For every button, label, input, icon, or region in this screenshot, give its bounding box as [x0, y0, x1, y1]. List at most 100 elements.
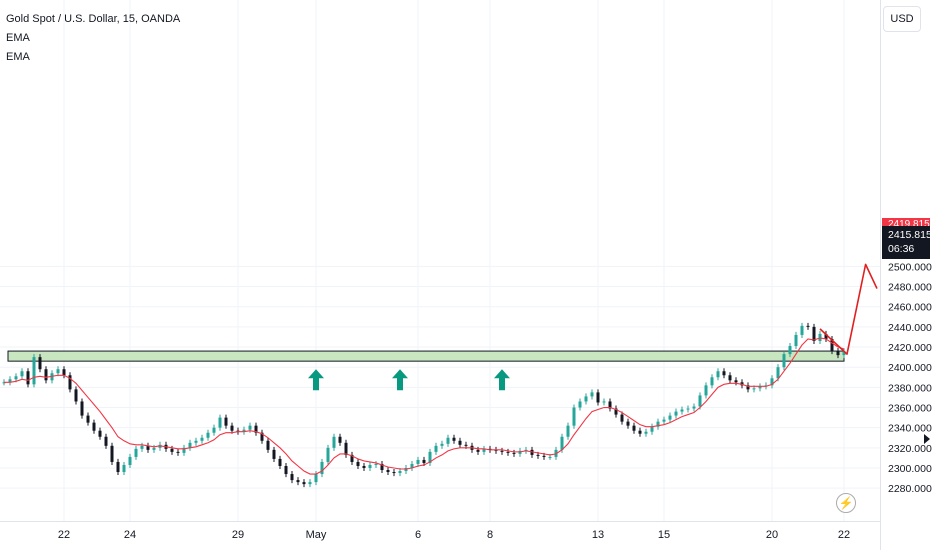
- bar-body: [272, 449, 276, 459]
- bar-body: [572, 407, 576, 426]
- bar-body: [422, 459, 426, 463]
- bar-body: [122, 464, 126, 473]
- bar-body: [182, 447, 186, 453]
- bar-body: [68, 375, 72, 390]
- x-tick-label: 20: [766, 529, 778, 541]
- price-bar: [320, 458, 324, 478]
- price-bar: [680, 406, 684, 415]
- bar-body: [14, 376, 18, 380]
- bar-body: [548, 456, 552, 458]
- bar-body: [500, 450, 504, 452]
- price-bar: [32, 354, 36, 388]
- price-bar: [788, 343, 792, 358]
- price-bar: [98, 427, 102, 440]
- bar-body: [722, 371, 726, 376]
- price-bar: [242, 426, 246, 435]
- price-bar: [284, 462, 288, 478]
- price-bar: [620, 411, 624, 425]
- bar-body: [584, 396, 588, 402]
- bar-body: [308, 482, 312, 485]
- price-bar: [140, 442, 144, 452]
- bar-body: [458, 440, 462, 445]
- bar-body: [392, 472, 396, 474]
- bar-body: [710, 377, 714, 386]
- bar-body: [476, 449, 480, 452]
- ema-indicator-label[interactable]: EMA: [6, 51, 30, 63]
- up-arrow-icon: [308, 369, 324, 391]
- x-tick-label: May: [306, 529, 327, 541]
- y-tick-label: 2420.000: [888, 342, 932, 354]
- price-bar: [350, 451, 354, 465]
- price-bar: [566, 422, 570, 440]
- bar-body: [38, 357, 42, 370]
- bar-body: [464, 444, 468, 446]
- price-bar: [482, 445, 486, 455]
- price-bar: [722, 368, 726, 379]
- price-bar: [824, 330, 828, 342]
- bar-body: [608, 401, 612, 409]
- bar-body: [440, 443, 444, 446]
- bar-body: [32, 357, 36, 385]
- symbol-title[interactable]: Gold Spot / U.S. Dollar, 15, OANDA: [6, 13, 181, 25]
- bar-body: [374, 463, 378, 465]
- bar-body: [776, 367, 780, 379]
- price-bar: [56, 366, 60, 377]
- x-tick-label: 24: [124, 529, 136, 541]
- price-bar: [386, 466, 390, 476]
- price-bar: [650, 423, 654, 435]
- currency-selector[interactable]: USD: [883, 6, 921, 32]
- price-bar: [446, 434, 450, 447]
- price-bar: [476, 446, 480, 455]
- price-bar: [434, 442, 438, 455]
- price-bar: [632, 422, 636, 434]
- price-bar: [716, 368, 720, 381]
- bar-body: [800, 325, 804, 335]
- price-bar: [836, 348, 840, 359]
- price-bar: [200, 434, 204, 444]
- up-arrow-icon: [494, 369, 510, 391]
- price-bar: [506, 448, 510, 456]
- bar-body: [434, 445, 438, 452]
- ema-line: [4, 337, 845, 475]
- bar-body: [728, 375, 732, 381]
- price-bar: [272, 446, 276, 462]
- bar-body: [560, 436, 564, 450]
- bar-body: [782, 354, 786, 368]
- price-bar: [86, 412, 90, 426]
- bar-body: [668, 415, 672, 420]
- price-bar: [182, 444, 186, 456]
- price-bar: [314, 471, 318, 486]
- price-bar: [686, 405, 690, 413]
- price-bar: [770, 375, 774, 389]
- bar-body: [356, 461, 360, 466]
- bar-body: [836, 351, 840, 356]
- bar-body: [170, 448, 174, 452]
- bar-body: [302, 482, 306, 485]
- bar-body: [536, 454, 540, 456]
- lightning-bolt-icon[interactable]: ⚡: [836, 493, 856, 513]
- projection-path: [819, 263, 878, 355]
- price-bar: [692, 403, 696, 412]
- bar-body: [260, 432, 264, 441]
- bar-body: [368, 464, 372, 468]
- y-tick-label: 2360.000: [888, 403, 932, 415]
- price-bar: [644, 428, 648, 437]
- ema-indicator-label[interactable]: EMA: [6, 32, 30, 44]
- price-scale-divider: [880, 0, 881, 550]
- bar-body: [104, 436, 108, 446]
- price-bar: [110, 442, 114, 465]
- bar-body: [230, 425, 234, 431]
- price-bar: [782, 351, 786, 371]
- last-price-value: 2415.815: [888, 229, 932, 241]
- bar-body: [74, 389, 78, 402]
- bar-body: [770, 378, 774, 386]
- bar-body: [812, 326, 816, 341]
- price-bar: [80, 398, 84, 419]
- bar-body: [638, 430, 642, 434]
- price-bar: [26, 368, 30, 388]
- bar-body: [152, 447, 156, 450]
- bar-body: [8, 379, 12, 383]
- scroll-right-icon[interactable]: [924, 434, 930, 444]
